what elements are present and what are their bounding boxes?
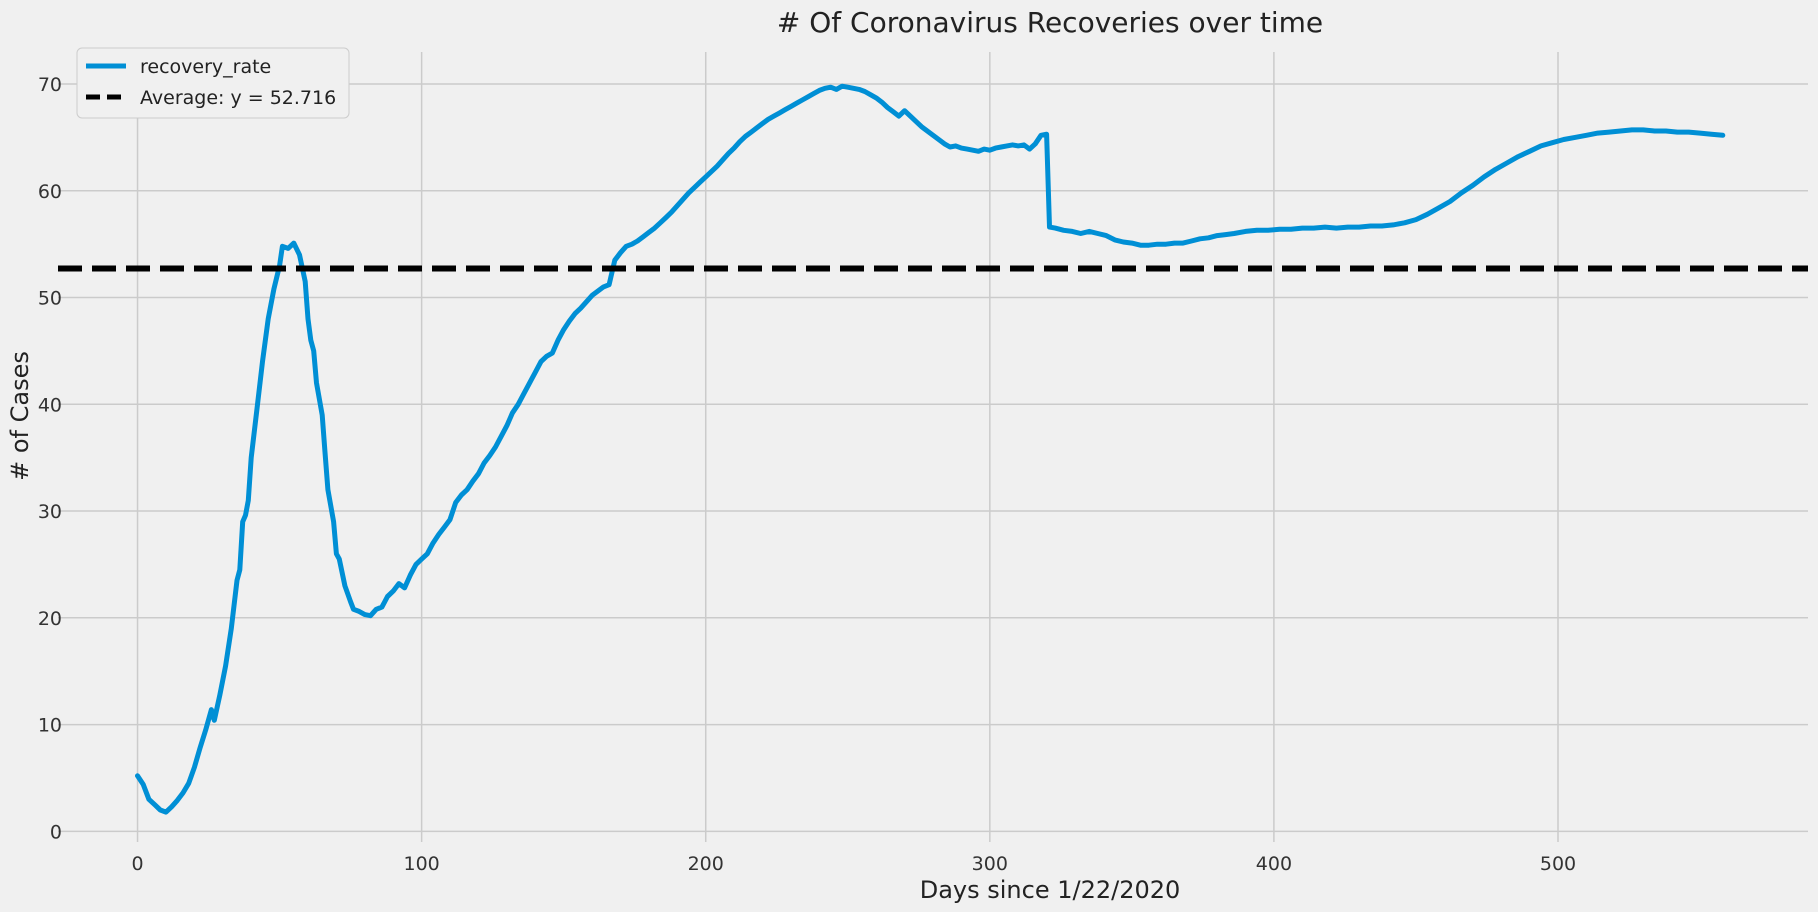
plot-area [58,83,1808,815]
x-tick-labels: 0 100 200 300 400 500 [131,853,1576,875]
legend-box [76,47,350,119]
y-tick-labels: 0 10 20 30 40 50 60 70 [38,74,62,843]
x-tick-label: 200 [688,853,724,875]
x-tick-label: 100 [404,853,440,875]
legend: recovery_rate Average: y = 52.716 [76,47,350,119]
legend-label-average: Average: y = 52.716 [140,87,336,109]
y-tick-label: 40 [38,394,62,416]
y-tick-label: 30 [38,501,62,523]
y-tick-label: 10 [38,715,62,737]
legend-label-recovery-rate: recovery_rate [140,56,271,78]
x-axis-label: Days since 1/22/2020 [920,876,1181,904]
x-tick-label: 500 [1540,853,1576,875]
y-tick-label: 0 [50,821,62,843]
y-tick-label: 20 [38,608,62,630]
x-tick-label: 300 [972,853,1008,875]
grid-lines [58,52,1808,842]
x-tick-label: 0 [131,853,143,875]
y-axis-label: # of Cases [6,351,34,481]
y-tick-label: 50 [38,288,62,310]
y-tick-label: 60 [38,181,62,203]
series-line-recovery-rate [135,83,1726,815]
chart-title: # Of Coronavirus Recoveries over time [777,6,1323,39]
y-tick-label: 70 [38,74,62,96]
x-tick-label: 400 [1256,853,1292,875]
